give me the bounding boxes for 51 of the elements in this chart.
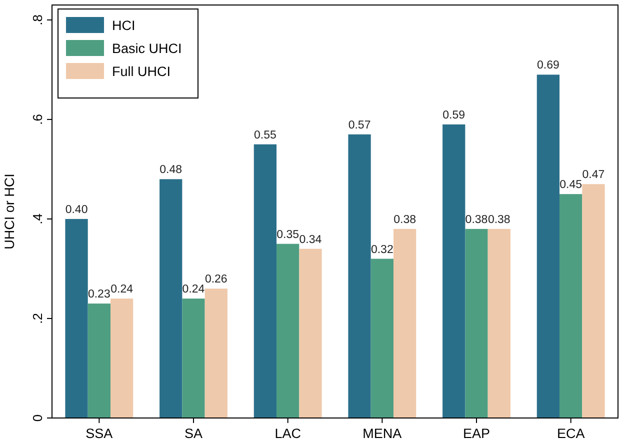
data-label: 0.69 xyxy=(537,60,560,72)
y-tick-label: .6 xyxy=(30,114,45,125)
bar xyxy=(488,228,510,418)
data-label: 0.59 xyxy=(442,109,466,122)
data-label: 0.23 xyxy=(88,288,110,301)
x-tick-label: MENA xyxy=(362,426,402,441)
data-label: 0.55 xyxy=(254,129,276,142)
data-label: 0.32 xyxy=(370,244,394,256)
bar xyxy=(442,124,466,418)
data-label: 0.24 xyxy=(110,284,134,296)
bar xyxy=(182,298,205,418)
legend-label: Full UHCI xyxy=(112,64,171,79)
data-label: 0.38 xyxy=(394,214,416,226)
bar xyxy=(465,228,488,418)
bar xyxy=(88,304,110,418)
data-label: 0.24 xyxy=(182,284,206,296)
bar xyxy=(393,228,416,418)
bar xyxy=(560,194,582,418)
bar xyxy=(65,218,88,418)
bar xyxy=(582,184,605,418)
bar xyxy=(110,298,134,418)
data-label: 0.35 xyxy=(276,228,300,241)
data-label: 0.38 xyxy=(465,214,488,226)
y-tick-label: .8 xyxy=(30,14,45,26)
y-tick-label: .4 xyxy=(30,214,45,224)
bar xyxy=(204,288,228,418)
bar xyxy=(299,248,322,418)
bar xyxy=(254,144,277,418)
x-tick-label: LAC xyxy=(274,426,302,441)
data-label: 0.45 xyxy=(560,179,582,192)
x-tick-label: ECA xyxy=(556,426,585,441)
y-axis-title: UHCI or HCI xyxy=(2,174,17,250)
data-label: 0.47 xyxy=(582,169,605,182)
bar xyxy=(276,244,300,418)
bar xyxy=(348,134,371,418)
bar xyxy=(370,258,394,418)
data-label: 0.26 xyxy=(204,274,228,286)
legend-label: Basic UHCI xyxy=(112,41,182,56)
data-label: 0.38 xyxy=(488,214,510,226)
y-tick-label: 0 xyxy=(30,414,45,422)
x-tick-label: SSA xyxy=(86,426,113,441)
x-tick-label: EAP xyxy=(462,426,490,441)
data-label: 0.48 xyxy=(160,164,182,176)
data-label: 0.34 xyxy=(299,234,322,246)
bar xyxy=(160,179,182,418)
y-tick-label: .2 xyxy=(30,313,45,324)
data-label: 0.40 xyxy=(65,204,88,216)
legend-label: HCI xyxy=(112,18,136,33)
bar xyxy=(536,74,560,418)
data-label: 0.57 xyxy=(348,119,371,132)
x-tick-label: SA xyxy=(184,426,203,441)
